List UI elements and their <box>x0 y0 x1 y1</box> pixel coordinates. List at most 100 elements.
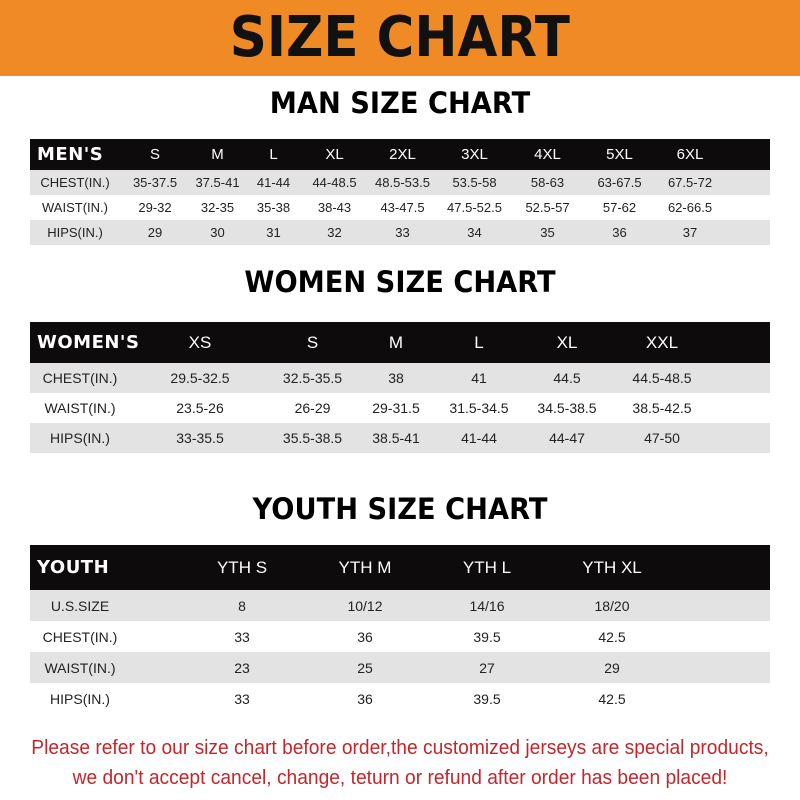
table-row: HIPS(IN.) 33-35.5 35.5-38.5 38.5-41 41-44 44-… <box>30 423 770 453</box>
size-header: XL <box>556 332 578 352</box>
banner-title: SIZE CHART <box>229 5 571 70</box>
table-cell: 33 <box>234 690 250 707</box>
row-label: HIPS(IN.) <box>50 690 110 707</box>
row-label: HIPS(IN.) <box>47 225 103 240</box>
table-cell: 38.5-42.5 <box>632 400 692 416</box>
men-size-table: MEN'S S M L XL 2XL 3XL 4XL 5XL 6XL CHEST(IN.) 35-37… <box>30 139 770 245</box>
table-cell: 42.5 <box>598 628 626 645</box>
table-row: WAIST(IN.) 23.5-26 26-29 29-31.5 31.5-34.5 34… <box>30 393 770 423</box>
size-header: YTH XL <box>582 557 642 577</box>
table-cell: 38.5-41 <box>372 430 420 446</box>
youth-size-table: YOUTH YTH S YTH M YTH L YTH XL U.S.SIZE 8 10/12… <box>30 545 770 714</box>
row-label: CHEST(IN.) <box>42 370 118 386</box>
youth-section-title: YOUTH SIZE CHART <box>252 492 548 526</box>
table-cell: 34 <box>467 225 482 240</box>
size-header: S <box>306 332 319 352</box>
row-label: WAIST(IN.) <box>42 200 108 215</box>
table-row: CHEST(IN.) 29.5-32.5 32.5-35.5 38 41 44.5 44.5… <box>30 363 770 393</box>
table-cell: 44.5 <box>553 370 581 386</box>
order-notice: Please refer to our size chart before or… <box>0 733 800 793</box>
table-cell: 18/20 <box>594 597 630 614</box>
table-cell: 30 <box>210 225 225 240</box>
row-label: WAIST(IN.) <box>44 659 116 676</box>
table-cell: 29.5-32.5 <box>170 370 230 386</box>
table-cell: 53.5-58 <box>452 175 497 190</box>
table-cell: 8 <box>238 597 246 614</box>
table-cell: 63-67.5 <box>597 175 642 190</box>
men-section-title: MAN SIZE CHART <box>269 86 531 120</box>
banner: SIZE CHART <box>0 0 800 76</box>
table-cell: 52.5-57 <box>525 200 570 215</box>
table-cell: 23 <box>234 659 250 676</box>
table-row: HIPS(IN.) 33 36 39.5 42.5 <box>30 683 770 714</box>
size-header: M <box>388 332 404 352</box>
table-header-row: MEN'S S M L XL 2XL 3XL 4XL 5XL 6XL <box>30 139 770 170</box>
table-cell: 67.5-72 <box>667 175 713 190</box>
size-header: 4XL <box>534 146 561 163</box>
table-cell: 36 <box>357 628 373 645</box>
size-header: L <box>474 332 484 352</box>
table-cell: 62-66.5 <box>667 200 713 215</box>
table-cell: 36 <box>357 690 373 707</box>
table-cell: 33 <box>395 225 410 240</box>
table-cell: 32 <box>327 225 342 240</box>
table-cell: 33-35.5 <box>176 430 224 446</box>
size-header: L <box>269 146 278 163</box>
table-cell: 38 <box>388 370 404 386</box>
row-label: HIPS(IN.) <box>50 430 110 446</box>
table-cell: 14/16 <box>469 597 505 614</box>
table-cell: 41-44 <box>461 430 497 446</box>
table-cell: 43-47.5 <box>380 200 425 215</box>
notice-line-1: Please refer to our size chart before or… <box>31 737 769 759</box>
table-row: U.S.SIZE 8 10/12 14/16 18/20 <box>30 590 770 621</box>
row-label: U.S.SIZE <box>50 597 110 614</box>
size-header: YTH S <box>216 557 268 577</box>
table-cell: 44-48.5 <box>312 175 357 190</box>
size-header: M <box>211 146 224 163</box>
size-header: S <box>149 146 160 163</box>
table-cell: 26-29 <box>294 400 331 416</box>
table-cell: 29 <box>604 659 620 676</box>
table-cell: 42.5 <box>598 690 626 707</box>
table-cell: 35-38 <box>256 200 291 215</box>
table-cell: 29-31.5 <box>372 400 420 416</box>
table-cell: 37 <box>682 225 698 240</box>
table-corner-label: MEN'S <box>37 144 104 165</box>
table-cell: 31 <box>266 225 281 240</box>
table-corner-label: WOMEN'S <box>37 332 140 353</box>
table-cell: 35.5-38.5 <box>282 430 343 446</box>
table-cell: 10/12 <box>347 597 383 614</box>
size-header: XXL <box>645 332 679 352</box>
row-label: CHEST(IN.) <box>42 628 118 645</box>
table-cell: 47-50 <box>644 430 680 446</box>
size-header: 6XL <box>676 146 704 163</box>
table-cell: 58-63 <box>530 175 565 190</box>
size-header: YTH M <box>338 557 392 577</box>
table-cell: 23.5-26 <box>176 400 224 416</box>
table-cell: 27 <box>479 659 495 676</box>
table-cell: 29 <box>147 225 163 240</box>
size-header: XL <box>325 146 344 163</box>
table-cell: 32-35 <box>200 200 235 215</box>
table-cell: 34.5-38.5 <box>537 400 597 416</box>
table-row: CHEST(IN.) 35-37.5 37.5-41 41-44 44-48.5 48.5… <box>30 170 770 195</box>
table-row: WAIST(IN.) 29-32 32-35 35-38 38-43 43-47.5 47.… <box>30 195 770 220</box>
table-cell: 35-37.5 <box>132 175 178 190</box>
size-header: 3XL <box>461 146 488 163</box>
table-header-row: WOMEN'S XS S M L XL XXL <box>30 322 770 363</box>
table-cell: 39.5 <box>473 690 501 707</box>
table-cell: 29-32 <box>138 200 172 215</box>
table-cell: 33 <box>234 628 250 645</box>
women-section-title: WOMEN SIZE CHART <box>244 265 556 299</box>
table-cell: 41-44 <box>256 175 291 190</box>
table-corner-label: YOUTH <box>37 557 110 578</box>
size-header: YTH L <box>462 557 512 577</box>
table-cell: 32.5-35.5 <box>282 370 343 386</box>
table-cell: 48.5-53.5 <box>375 175 430 190</box>
table-cell: 57-62 <box>602 200 637 215</box>
table-cell: 44.5-48.5 <box>632 370 692 386</box>
table-header-row: YOUTH YTH S YTH M YTH L YTH XL <box>30 545 770 590</box>
table-row: CHEST(IN.) 33 36 39.5 42.5 <box>30 621 770 652</box>
table-row: HIPS(IN.) 29 30 31 32 33 34 35 36 37 <box>30 220 770 245</box>
